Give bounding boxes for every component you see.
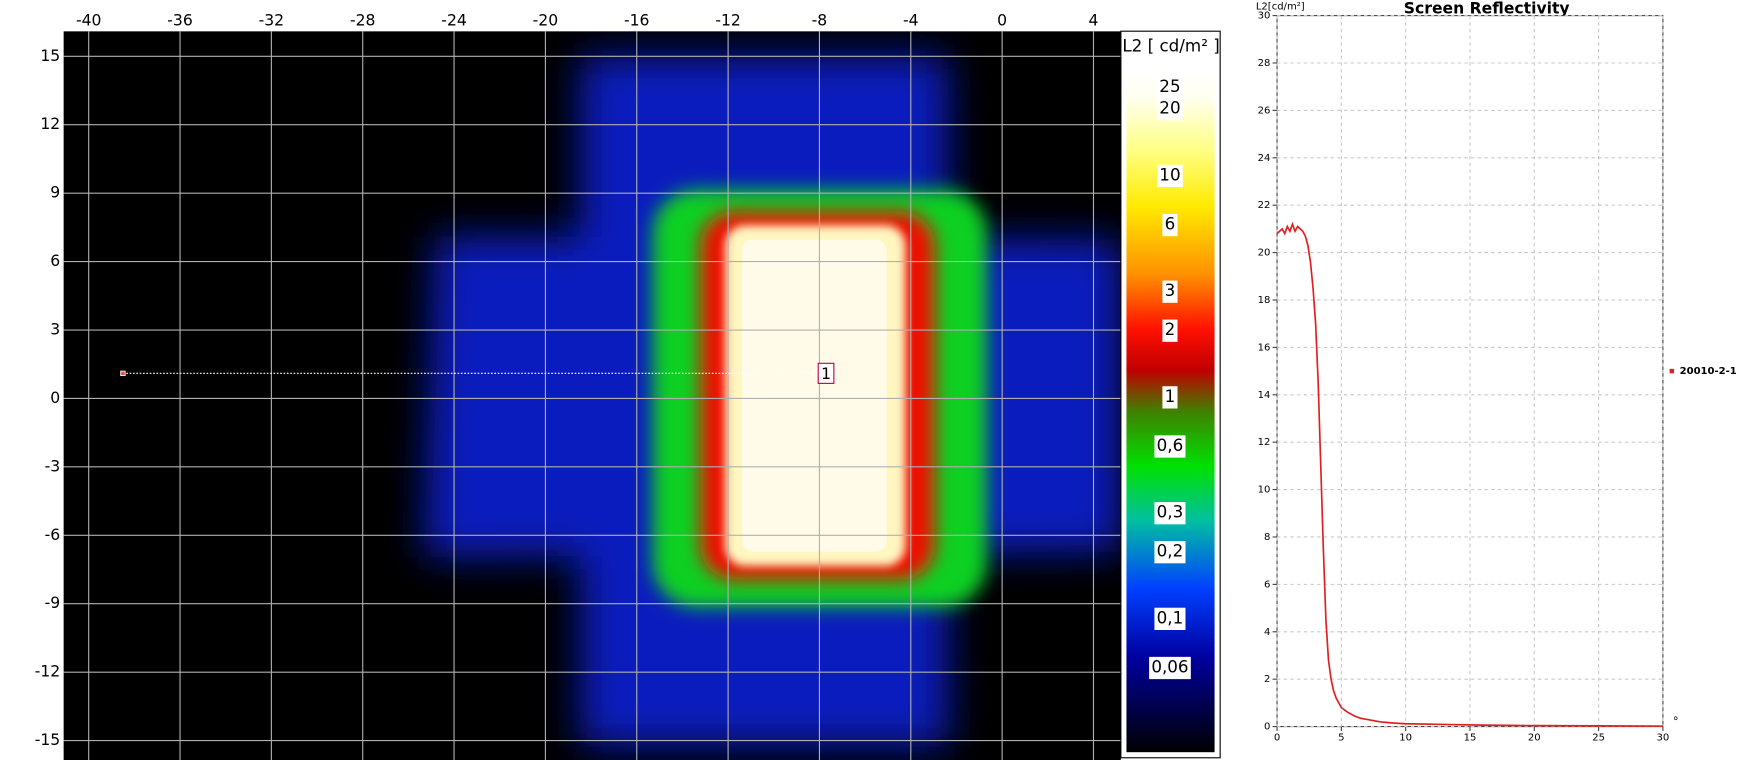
profile-start (121, 371, 125, 375)
y-tick-label: -3 (45, 457, 61, 475)
y-tick-label: -15 (35, 731, 60, 749)
y-tick-label: 22 (1258, 200, 1271, 211)
y-tick-label: 8 (1264, 532, 1270, 543)
y-tick-label: 6 (50, 252, 60, 270)
x-tick-label: 0 (1274, 733, 1280, 744)
colorbar-tick-label: 2 (1165, 319, 1176, 339)
colorbar-tick-label: 3 (1165, 280, 1176, 300)
y-tick-label: -12 (35, 663, 60, 681)
x-tick-label: -24 (441, 12, 467, 30)
x-tick-label: -20 (533, 12, 558, 30)
x-tick-label: -28 (350, 12, 375, 30)
y-tick-label: 0 (1264, 722, 1270, 733)
x-axis-label: ° (1673, 715, 1679, 728)
y-tick-label: 20 (1258, 248, 1271, 259)
x-tick-label: -12 (715, 12, 740, 30)
x-tick-label: 4 (1089, 12, 1099, 30)
y-tick-label: 12 (1258, 437, 1271, 448)
y-tick-label: 16 (1258, 342, 1271, 353)
y-tick-label: 4 (1264, 627, 1270, 638)
x-tick-label: 30 (1657, 733, 1670, 744)
colorbar-tick-label: 20 (1159, 98, 1180, 118)
colorbar-tick-label: 0,1 (1157, 607, 1184, 627)
x-tick-label: -8 (812, 12, 828, 30)
x-tick-label: -40 (76, 12, 101, 30)
y-tick-label: 24 (1258, 153, 1271, 164)
y-tick-label: 30 (1258, 11, 1271, 22)
colorbar-tick-label: 0,2 (1157, 541, 1184, 561)
marker-label: 1 (821, 365, 831, 383)
legend-label: 20010-2-1 (1680, 366, 1737, 377)
x-tick-label: 5 (1338, 733, 1344, 744)
colorbar-title: L2 [ cd/m² ] (1122, 35, 1219, 55)
y-tick-label: -9 (45, 594, 61, 612)
x-tick-label: 0 (997, 12, 1007, 30)
x-tick-label: -4 (903, 12, 919, 30)
x-tick-label: -36 (167, 12, 192, 30)
colorbar-tick-label: 1 (1165, 386, 1176, 406)
x-tick-label: 20 (1528, 733, 1541, 744)
y-tick-label: 28 (1258, 58, 1271, 69)
colorbar-tick-label: 0,3 (1157, 502, 1184, 522)
legend-swatch (1670, 369, 1674, 373)
colorbar-tick-label: 10 (1159, 164, 1180, 184)
y-tick-label: 2 (1264, 674, 1270, 685)
colorbar-tick-label: 6 (1165, 214, 1176, 234)
y-tick-label: 14 (1258, 390, 1271, 401)
y-tick-label: -6 (45, 526, 61, 544)
colorbar-tick-label: 25 (1159, 76, 1180, 96)
y-tick-label: 6 (1264, 579, 1270, 590)
y-tick-label: 18 (1258, 295, 1271, 306)
y-tick-label: 9 (50, 184, 60, 202)
y-tick-label: 3 (50, 321, 60, 339)
colorbar-tick-label: 0,6 (1157, 435, 1184, 455)
y-tick-label: 0 (50, 389, 60, 407)
y-tick-label: 10 (1258, 485, 1271, 496)
x-tick-label: 15 (1464, 733, 1477, 744)
x-tick-label: 25 (1592, 733, 1605, 744)
chart-title: Screen Reflectivity (1404, 0, 1570, 17)
x-tick-label: -16 (624, 12, 649, 30)
y-tick-label: 15 (40, 47, 60, 65)
x-tick-label: -32 (259, 12, 284, 30)
luminance-image (64, 31, 1121, 760)
y-tick-label: 26 (1258, 105, 1271, 116)
y-tick-label: 12 (40, 115, 60, 133)
x-tick-label: 10 (1399, 733, 1412, 744)
colorbar-tick-label: 0,06 (1151, 656, 1188, 676)
